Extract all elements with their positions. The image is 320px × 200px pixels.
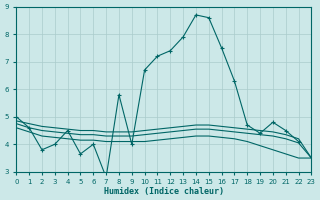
X-axis label: Humidex (Indice chaleur): Humidex (Indice chaleur) [104, 187, 224, 196]
